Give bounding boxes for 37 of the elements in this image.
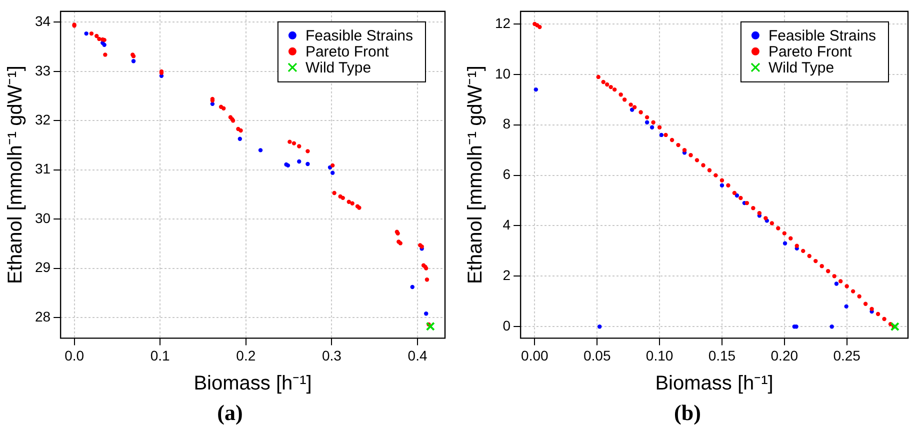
y-axis-title: Ethanol [mmolh⁻¹ gdW⁻¹] [464, 66, 487, 284]
legend-label: Pareto Front [768, 44, 853, 61]
x-tick-label: 0.15 [708, 347, 736, 364]
y-tick-label: 8 [502, 116, 511, 132]
text: (b) [674, 400, 701, 426]
y-tick-label: 0 [502, 317, 511, 334]
x-tick-label: 0.05 [583, 347, 611, 364]
y-tick-label: 28 [34, 308, 51, 324]
x-tick-label: 0.4 [408, 347, 428, 364]
legend-label: Feasible Strains [305, 28, 414, 45]
legend-label: Pareto Front [305, 44, 390, 61]
y-tick-label: 6 [502, 166, 511, 182]
x-tick-label: 0.10 [646, 347, 674, 364]
y-tick-label: 29 [34, 259, 51, 276]
y-tick-label: 30 [34, 210, 51, 226]
legend-label: Wild Type [305, 60, 372, 77]
x-tick-label: 0.20 [770, 347, 798, 364]
legend-label: Wild Type [768, 60, 834, 77]
y-axis-title: Ethanol [mmolh⁻¹ gdW⁻¹] [4, 66, 27, 284]
y-tick-label: 10 [494, 65, 511, 82]
y-tick-label: 34 [34, 13, 51, 30]
text: (a) [217, 400, 243, 426]
x-axis-title: Biomass [h⁻¹] [655, 372, 774, 395]
y-tick-label: 31 [34, 160, 51, 177]
x-tick-label: 0.3 [322, 347, 342, 364]
legend-label: Feasible Strains [768, 28, 876, 45]
x-tick-label: 0.1 [150, 347, 170, 364]
y-tick-label: 2 [502, 267, 511, 284]
x-tick-label: 0.2 [236, 347, 256, 364]
x-tick-label: 0.0 [64, 347, 84, 364]
y-tick-label: 4 [502, 216, 511, 233]
y-tick-label: 33 [34, 62, 51, 78]
y-tick-label: 12 [494, 14, 511, 31]
x-tick-label: 0.25 [833, 347, 861, 364]
x-tick-label: 0.00 [521, 347, 549, 364]
y-tick-label: 32 [34, 112, 51, 128]
x-axis-title: Biomass [h⁻¹] [194, 372, 312, 395]
